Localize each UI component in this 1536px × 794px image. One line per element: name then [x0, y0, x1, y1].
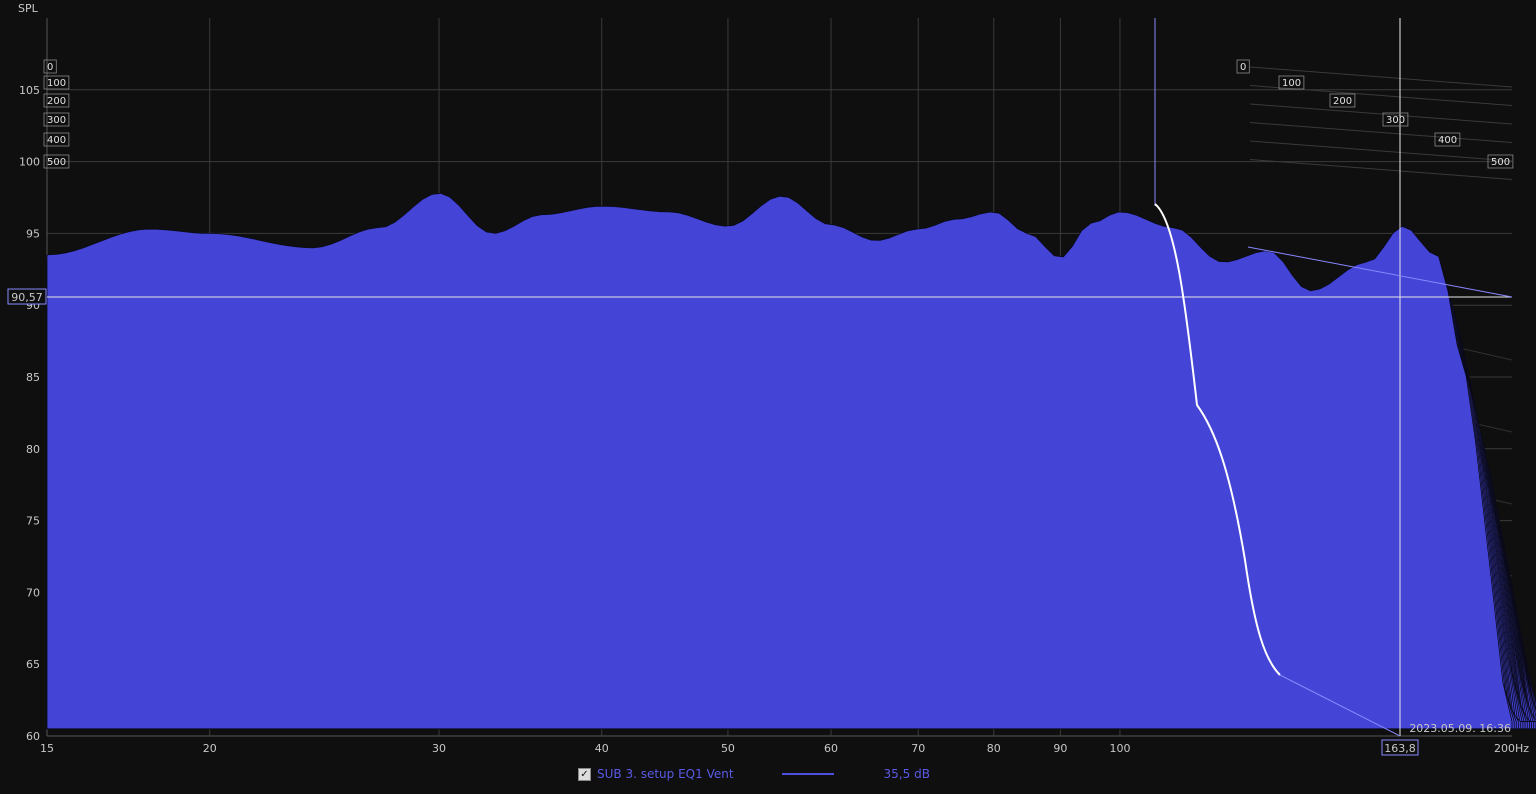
x-tick-label: 100	[1109, 742, 1130, 755]
timestamp-label: 2023.05.09. 16:36	[1409, 722, 1511, 735]
time-tick-label-left: 500	[43, 154, 70, 169]
time-tick-label-right: 400	[1434, 132, 1461, 147]
gridline-time	[1249, 103, 1513, 125]
time-tick-label-right: 100	[1278, 75, 1305, 90]
x-tick-label: 40	[595, 742, 609, 755]
chart-axes: 60 65 70 75 80 85 90 95 100 105 SPL 15 20 30 40 50 60 70 8…	[7, 2, 1529, 756]
svg-text:100: 100	[1282, 78, 1301, 89]
svg-text:0: 0	[1240, 62, 1246, 73]
x-tick-label: 30	[432, 742, 446, 755]
y-tick-label: 75	[26, 515, 40, 528]
legend-series-name: SUB 3. setup EQ1 Vent	[597, 767, 734, 781]
y-tick-label: 80	[26, 443, 40, 456]
waterfall-slice	[46, 192, 1513, 730]
y-tick-label: 60	[26, 730, 40, 743]
svg-text:400: 400	[47, 135, 66, 146]
time-tick-label-left: 300	[43, 112, 70, 127]
svg-text:100: 100	[47, 78, 66, 89]
svg-text:500: 500	[1491, 157, 1510, 168]
legend-series-line	[781, 773, 834, 775]
gridline-time	[1249, 159, 1513, 180]
gridline-time	[1249, 122, 1513, 143]
legend: ✓ SUB 3. setup EQ1 Vent 35,5 dB	[576, 765, 930, 783]
cursor-spl-readout: 90,57	[7, 288, 47, 305]
svg-text:90,57: 90,57	[11, 291, 43, 304]
time-tick-label-right: 300	[1382, 112, 1409, 127]
y-tick-label: 95	[26, 227, 40, 240]
y-tick-label: 100	[19, 156, 40, 169]
svg-text:300: 300	[1386, 115, 1405, 126]
x-tick-label: 15	[40, 742, 54, 755]
svg-text:300: 300	[47, 115, 66, 126]
y-axis-label: SPL	[18, 2, 39, 15]
time-tick-label-left: 200	[43, 93, 70, 108]
cursor-guide-diagonal	[1247, 246, 1513, 298]
x-tick-label: 90	[1053, 742, 1067, 755]
y-tick-label: 105	[19, 84, 40, 97]
time-tick-label-left: 0	[43, 59, 57, 74]
time-tick-label-right: 0	[1236, 59, 1250, 74]
legend-series-value: 35,5 dB	[883, 767, 930, 781]
x-tick-label: 50	[721, 742, 735, 755]
gridline-time	[1249, 66, 1513, 88]
svg-text:200: 200	[47, 96, 66, 107]
time-tick-label-left: 100	[43, 75, 70, 90]
cursor-freq-readout: 163,8	[1381, 739, 1419, 756]
x-axis-end-label: 200Hz	[1494, 742, 1529, 755]
svg-text:163,8: 163,8	[1384, 742, 1416, 755]
y-tick-label: 85	[26, 371, 40, 384]
waterfall-surface	[46, 192, 1536, 730]
y-tick-label: 70	[26, 586, 40, 599]
time-tick-label-left: 400	[43, 132, 70, 147]
time-tick-label-right: 200	[1329, 93, 1356, 108]
svg-text:0: 0	[47, 62, 53, 73]
svg-text:200: 200	[1333, 96, 1352, 107]
series-visibility-checkbox[interactable]: ✓	[578, 767, 591, 781]
chart-overlay	[47, 18, 1513, 737]
svg-text:400: 400	[1438, 135, 1457, 146]
x-tick-label: 20	[203, 742, 217, 755]
x-tick-label: 60	[824, 742, 838, 755]
y-tick-label: 65	[26, 658, 40, 671]
cursor-slice-trace	[1154, 203, 1281, 676]
svg-text:500: 500	[47, 157, 66, 168]
x-tick-label: 70	[911, 742, 925, 755]
cursor-guide-diagonal	[1279, 674, 1401, 737]
gridline-time	[1249, 140, 1513, 162]
x-tick-label: 80	[987, 742, 1001, 755]
time-tick-label-right: 500	[1487, 154, 1514, 169]
